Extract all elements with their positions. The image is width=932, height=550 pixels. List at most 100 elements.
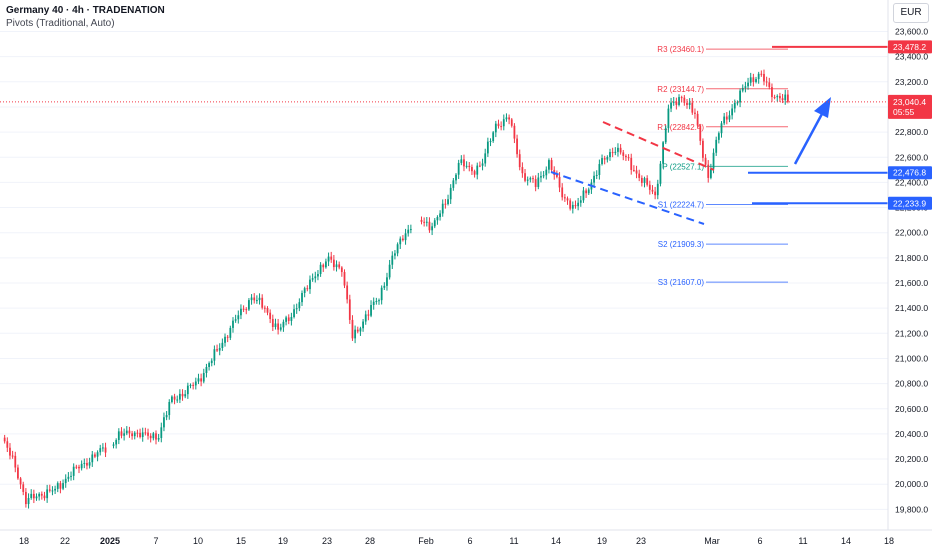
candle xyxy=(582,190,585,201)
symbol-title[interactable]: Germany 40 · 4h · TRADENATION xyxy=(6,5,165,16)
x-tick-label: 7 xyxy=(153,536,158,546)
candle xyxy=(133,432,136,437)
candle xyxy=(481,163,484,166)
candle xyxy=(224,336,226,343)
candle xyxy=(396,244,399,254)
candle xyxy=(27,497,30,505)
candle xyxy=(563,197,566,199)
candle xyxy=(144,432,147,434)
candle xyxy=(394,253,396,256)
x-axis[interactable]: 18 22 2025 7 10 15 19 23 28 Feb 6 11 14 19 23 Mar 6 11 14 1… xyxy=(19,536,894,546)
candle xyxy=(325,261,327,268)
candle xyxy=(516,138,518,155)
candle xyxy=(120,431,123,436)
arrow-head-icon xyxy=(814,97,831,118)
candle xyxy=(603,158,606,160)
candle xyxy=(192,384,195,386)
y-tick-label: 21,600.0 xyxy=(895,278,928,288)
candle xyxy=(32,493,35,499)
candle xyxy=(335,264,338,268)
candle xyxy=(242,308,245,310)
candle xyxy=(99,448,102,453)
candle xyxy=(686,102,688,105)
candle xyxy=(622,152,625,156)
candle xyxy=(11,455,14,457)
candle xyxy=(303,288,306,293)
candle xyxy=(194,381,197,386)
price-badge xyxy=(888,196,932,210)
candle xyxy=(635,170,638,174)
trendlines[interactable] xyxy=(550,97,831,225)
pivot-label: R1 (22842.4) xyxy=(657,123,704,132)
countdown-label: 05:55 xyxy=(893,107,915,117)
candle xyxy=(678,97,680,105)
candle xyxy=(112,444,115,446)
candle xyxy=(163,417,165,428)
candle xyxy=(460,159,463,163)
candle xyxy=(449,187,452,200)
candle xyxy=(577,202,580,207)
candle xyxy=(585,190,587,194)
candle xyxy=(540,176,542,178)
projection-arrow xyxy=(793,111,825,165)
candle xyxy=(38,493,41,497)
candle xyxy=(19,478,22,485)
candle xyxy=(160,427,163,439)
candle xyxy=(707,164,710,178)
candle xyxy=(200,378,203,382)
candle xyxy=(638,173,641,178)
x-tick-label: Mar xyxy=(704,536,720,546)
candle xyxy=(367,314,370,316)
candle xyxy=(494,123,497,133)
candle xyxy=(768,82,771,88)
candle xyxy=(9,447,11,456)
candle xyxy=(322,264,325,268)
y-tick-label: 20,200.0 xyxy=(895,454,928,464)
candle xyxy=(22,484,25,492)
candle xyxy=(391,255,394,265)
candle xyxy=(54,488,56,491)
candle xyxy=(271,318,274,327)
candle xyxy=(630,157,633,170)
candle xyxy=(492,132,495,142)
pivot-label: S3 (21607.0) xyxy=(658,278,705,287)
candle xyxy=(571,204,574,209)
x-tick-label: 2025 xyxy=(100,536,120,546)
candle xyxy=(287,317,290,321)
candle xyxy=(178,393,181,400)
candle xyxy=(234,319,237,321)
candle xyxy=(274,323,277,327)
y-tick-label: 19,800.0 xyxy=(895,504,928,514)
candle xyxy=(306,288,309,290)
candle xyxy=(479,165,481,167)
indicator-label[interactable]: Pivots (Traditional, Auto) xyxy=(6,18,115,29)
candle xyxy=(786,94,789,102)
candle xyxy=(168,401,171,416)
candle xyxy=(332,259,335,268)
y-tick-label: 21,400.0 xyxy=(895,303,928,313)
candle xyxy=(208,363,210,367)
currency-button[interactable]: EUR xyxy=(893,3,929,23)
price-badges: 23,478.2 22,476.8 22,233.9 23,040.405:55 xyxy=(888,40,932,210)
candle xyxy=(489,141,492,143)
candle xyxy=(425,221,428,223)
candle xyxy=(510,119,513,126)
candle xyxy=(752,77,755,82)
candle xyxy=(468,165,471,168)
candle xyxy=(125,430,128,434)
candle xyxy=(255,300,258,302)
x-tick-label: 23 xyxy=(322,536,332,546)
candle xyxy=(765,81,768,83)
candle xyxy=(508,117,511,120)
candle xyxy=(165,415,168,418)
last-price-label: 23,040.4 xyxy=(893,97,926,107)
candle xyxy=(659,163,662,184)
candle xyxy=(428,221,431,231)
candle xyxy=(712,152,715,169)
y-tick-label: 21,200.0 xyxy=(895,328,928,338)
candle xyxy=(282,321,285,328)
candle xyxy=(115,440,118,445)
candle xyxy=(595,174,598,176)
price-badge-label: 22,476.8 xyxy=(893,168,926,178)
